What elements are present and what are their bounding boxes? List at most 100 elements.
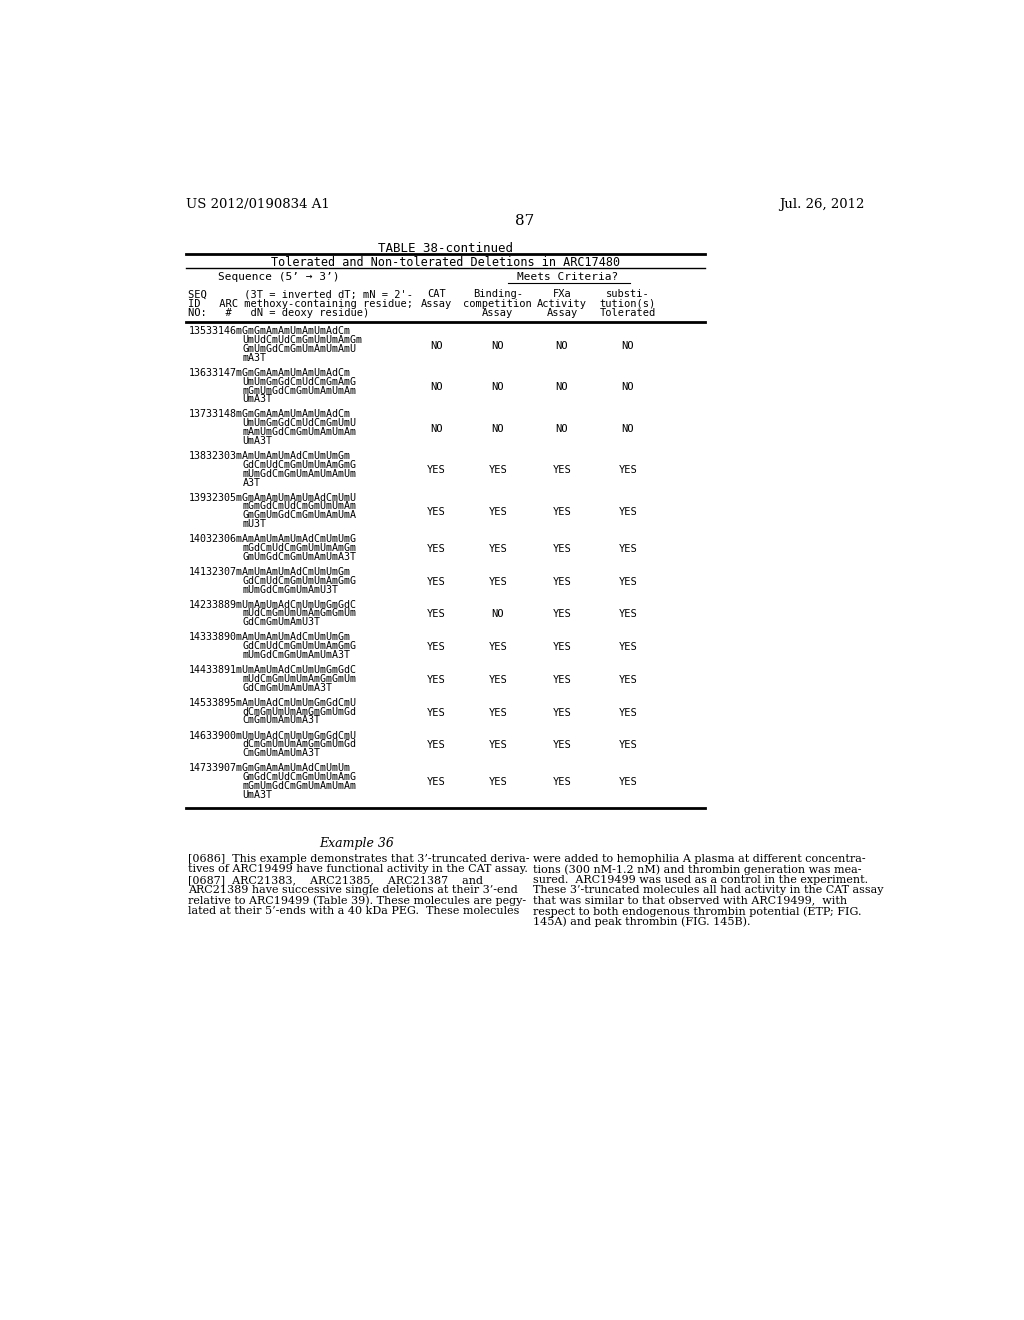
Text: YES: YES — [427, 708, 445, 718]
Text: 13633147mGmGmAmAmUmAmUmAdCm: 13633147mGmGmAmAmUmAmUmAdCm — [188, 368, 350, 378]
Text: Jul. 26, 2012: Jul. 26, 2012 — [779, 198, 864, 211]
Text: YES: YES — [618, 507, 637, 517]
Text: These 3’-truncated molecules all had activity in the CAT assay: These 3’-truncated molecules all had act… — [532, 886, 883, 895]
Text: YES: YES — [618, 708, 637, 718]
Text: mGmUmGdCmGmUmAmUmAm: mGmUmGdCmGmUmAmUmAm — [243, 385, 356, 396]
Text: NO: NO — [556, 341, 568, 351]
Text: substi-: substi- — [606, 289, 650, 300]
Text: YES: YES — [488, 777, 507, 788]
Text: YES: YES — [488, 741, 507, 750]
Text: NO: NO — [492, 610, 504, 619]
Text: NO: NO — [430, 424, 442, 434]
Text: A3T: A3T — [243, 478, 261, 487]
Text: YES: YES — [427, 675, 445, 685]
Text: NO: NO — [622, 424, 634, 434]
Text: YES: YES — [618, 465, 637, 475]
Text: YES: YES — [427, 465, 445, 475]
Text: [0687]  ARC21383,    ARC21385,    ARC21387    and: [0687] ARC21383, ARC21385, ARC21387 and — [188, 875, 483, 884]
Text: 13733148mGmGmAmAmUmAmUmAdCm: 13733148mGmGmAmAmUmAmUmAdCm — [188, 409, 350, 420]
Text: GmUmGdCmGmUmAmUmAmU: GmUmGdCmGmUmAmUmAmU — [243, 345, 356, 354]
Text: sured.  ARC19499 was used as a control in the experiment.: sured. ARC19499 was used as a control in… — [532, 875, 867, 884]
Text: UmA3T: UmA3T — [243, 395, 272, 404]
Text: mUmGdCmGmUmAmUmAmUm: mUmGdCmGmUmAmUmAmUm — [243, 469, 356, 479]
Text: 14032306mAmAmUmAmUmAdCmUmUmG: 14032306mAmAmUmAmUmAdCmUmUmG — [188, 535, 356, 544]
Text: tives of ARC19499 have functional activity in the CAT assay.: tives of ARC19499 have functional activi… — [188, 865, 528, 874]
Text: mU3T: mU3T — [243, 519, 266, 529]
Text: NO: NO — [430, 381, 442, 392]
Text: mA3T: mA3T — [243, 352, 266, 363]
Text: Assay: Assay — [421, 298, 452, 309]
Text: NO:   #   dN = deoxy residue): NO: # dN = deoxy residue) — [188, 308, 370, 318]
Text: 14433891mUmAmUmAdCmUmUmGmGdC: 14433891mUmAmUmAdCmUmUmGmGdC — [188, 665, 356, 675]
Text: 14333890mAmUmAmUmAdCmUmUmGm: 14333890mAmUmAmUmAdCmUmUmGm — [188, 632, 350, 643]
Text: mUmGdCmGmUmAmUmA3T: mUmGdCmGmUmAmUmA3T — [243, 649, 350, 660]
Text: YES: YES — [553, 777, 571, 788]
Text: mGdCmUdCmGmUmUmAmGm: mGdCmUdCmGmUmUmAmGm — [243, 543, 356, 553]
Text: GmGmUmGdCmGmUmAmUmA: GmGmUmGdCmGmUmAmUmA — [243, 511, 356, 520]
Text: YES: YES — [618, 741, 637, 750]
Text: 14733907mGmGmAmAmUmAdCmUmUm: 14733907mGmGmAmAmUmAdCmUmUm — [188, 763, 350, 774]
Text: were added to hemophilia A plasma at different concentra-: were added to hemophilia A plasma at dif… — [532, 854, 865, 865]
Text: 13533146mGmGmAmAmUmAmUmAdCm: 13533146mGmGmAmAmUmAmUmAdCm — [188, 326, 350, 337]
Text: NO: NO — [622, 341, 634, 351]
Text: Binding-: Binding- — [473, 289, 522, 300]
Text: 14132307mAmUmAmUmAdCmUmUmGm: 14132307mAmUmAmUmAdCmUmUmGm — [188, 566, 350, 577]
Text: CmGmUmAmUmA3T: CmGmUmAmUmA3T — [243, 715, 321, 726]
Text: NO: NO — [430, 341, 442, 351]
Text: CmGmUmAmUmA3T: CmGmUmAmUmA3T — [243, 748, 321, 758]
Text: GdCmUdCmGmUmUmAmGmG: GdCmUdCmGmUmUmAmGmG — [243, 459, 356, 470]
Text: mGmUmGdCmGmUmAmUmAm: mGmUmGdCmGmUmAmUmAm — [243, 781, 356, 791]
Text: GmGdCmUdCmGmUmUmAmG: GmGdCmUdCmGmUmUmAmG — [243, 772, 356, 781]
Text: UmUmGmGdCmUdCmGmAmG: UmUmGmGdCmUdCmGmAmG — [243, 376, 356, 387]
Text: US 2012/0190834 A1: US 2012/0190834 A1 — [186, 198, 330, 211]
Text: dCmGmUmUmAmGmGmUmGd: dCmGmUmUmAmGmGmUmGd — [243, 706, 356, 717]
Text: YES: YES — [427, 610, 445, 619]
Text: YES: YES — [427, 777, 445, 788]
Text: GdCmUdCmGmUmUmAmGmG: GdCmUdCmGmUmUmAmGmG — [243, 576, 356, 586]
Text: GdCmUdCmGmUmUmAmGmG: GdCmUdCmGmUmUmAmGmG — [243, 642, 356, 651]
Text: YES: YES — [553, 741, 571, 750]
Text: YES: YES — [488, 507, 507, 517]
Text: YES: YES — [618, 577, 637, 586]
Text: tions (300 nM-1.2 nM) and thrombin generation was mea-: tions (300 nM-1.2 nM) and thrombin gener… — [532, 865, 861, 875]
Text: YES: YES — [553, 507, 571, 517]
Text: 87: 87 — [515, 214, 535, 228]
Text: NO: NO — [556, 381, 568, 392]
Text: YES: YES — [618, 642, 637, 652]
Text: Meets Criteria?: Meets Criteria? — [517, 272, 618, 282]
Text: NO: NO — [492, 341, 504, 351]
Text: Tolerated: Tolerated — [600, 308, 656, 318]
Text: NO: NO — [556, 424, 568, 434]
Text: GdCmGmUmAmUmA3T: GdCmGmUmAmUmA3T — [243, 682, 333, 693]
Text: 14533895mAmUmAdCmUmUmGmGdCmU: 14533895mAmUmAdCmUmUmGmGdCmU — [188, 698, 356, 708]
Text: YES: YES — [618, 544, 637, 554]
Text: YES: YES — [488, 642, 507, 652]
Text: YES: YES — [488, 544, 507, 554]
Text: [0686]  This example demonstrates that 3’-truncated deriva-: [0686] This example demonstrates that 3’… — [188, 854, 530, 865]
Text: mGmGdCmUdCmGmUmUmAm: mGmGdCmUdCmGmUmUmAm — [243, 502, 356, 511]
Text: YES: YES — [618, 675, 637, 685]
Text: UmUdCmUdCmGmUmUmAmGm: UmUdCmUdCmGmUmUmAmGm — [243, 335, 362, 345]
Text: YES: YES — [488, 708, 507, 718]
Text: YES: YES — [618, 610, 637, 619]
Text: CAT: CAT — [427, 289, 445, 300]
Text: dCmGmUmUmAmGmGmUmGd: dCmGmUmUmAmGmGmUmGd — [243, 739, 356, 750]
Text: Sequence (5’ → 3’): Sequence (5’ → 3’) — [218, 272, 340, 282]
Text: competition: competition — [463, 298, 532, 309]
Text: YES: YES — [488, 675, 507, 685]
Text: mUdCmGmUmUmAmGmGmUm: mUdCmGmUmUmAmGmGmUm — [243, 675, 356, 684]
Text: YES: YES — [488, 465, 507, 475]
Text: 145A) and peak thrombin (FIG. 145B).: 145A) and peak thrombin (FIG. 145B). — [532, 916, 750, 927]
Text: NO: NO — [492, 381, 504, 392]
Text: YES: YES — [618, 777, 637, 788]
Text: UmA3T: UmA3T — [243, 789, 272, 800]
Text: NO: NO — [622, 381, 634, 392]
Text: 14633900mUmUmAdCmUmUmGmGdCmU: 14633900mUmUmAdCmUmUmGmGdCmU — [188, 730, 356, 741]
Text: UmA3T: UmA3T — [243, 436, 272, 446]
Text: NO: NO — [492, 424, 504, 434]
Text: Assay: Assay — [482, 308, 513, 318]
Text: YES: YES — [427, 577, 445, 586]
Text: Activity: Activity — [537, 298, 587, 309]
Text: that was similar to that observed with ARC19499,  with: that was similar to that observed with A… — [532, 896, 847, 906]
Text: UmUmGmGdCmUdCmGmUmU: UmUmGmGdCmUdCmGmUmU — [243, 418, 356, 428]
